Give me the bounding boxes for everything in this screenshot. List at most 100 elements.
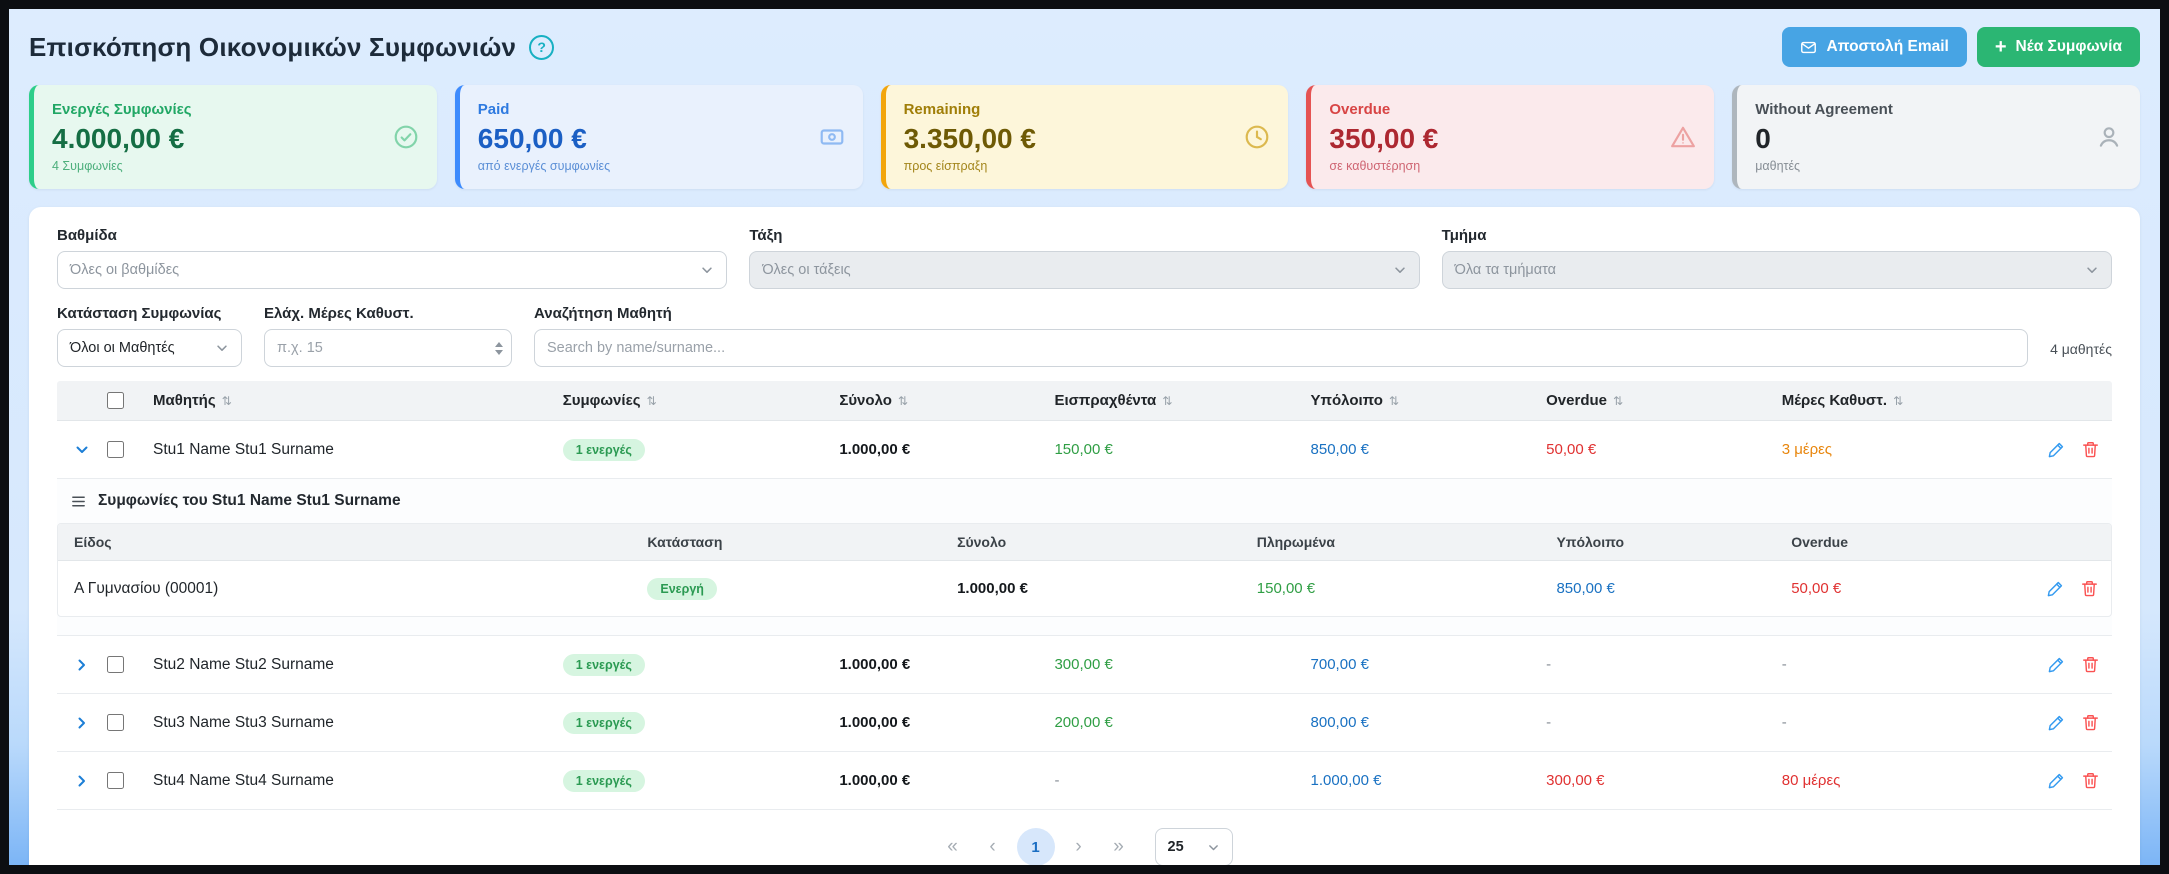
status-badge: Ενεργή xyxy=(647,578,717,600)
filters-row-1: Βαθμίδα Όλες οι βαθμίδες Τάξη Όλες οι τά… xyxy=(57,227,2112,289)
delete-icon[interactable] xyxy=(2081,440,2100,459)
stat-cards: Ενεργές Συμφωνίες 4.000,00 € 4 Συμφωνίες… xyxy=(29,85,2140,189)
column-header-days-late[interactable]: Μέρες Καθυστ.⇅ xyxy=(1782,392,2002,409)
stat-card-sub: 4 Συμφωνίες xyxy=(52,159,192,173)
total-amount: 1.000,00 € xyxy=(839,714,1054,731)
class-filter-label: Τάξη xyxy=(749,227,1419,244)
column-header-agreements[interactable]: Συμφωνίες⇅ xyxy=(563,392,840,409)
chevron-down-icon xyxy=(1393,263,1407,277)
collapse-chevron-icon[interactable] xyxy=(74,442,90,458)
column-header-collected[interactable]: Εισπραχθέντα⇅ xyxy=(1054,392,1310,409)
send-email-button[interactable]: Αποστολή Email xyxy=(1782,27,1966,67)
collected-amount: 300,00 € xyxy=(1054,656,1310,673)
app-window: Επισκόπηση Οικονομικών Συμφωνιών ? Αποστ… xyxy=(0,0,2169,874)
agreement-overdue: 50,00 € xyxy=(1791,580,2001,597)
prev-page-button[interactable]: ‹ xyxy=(977,830,1009,864)
stat-card-label: Ενεργές Συμφωνίες xyxy=(52,101,192,118)
alert-triangle-icon xyxy=(1670,124,1696,150)
list-icon xyxy=(70,493,87,510)
row-checkbox[interactable] xyxy=(107,772,124,789)
student-row[interactable]: Stu2 Name Stu2 Surname 1 ενεργές 1.000,0… xyxy=(57,636,2112,694)
student-search-input[interactable] xyxy=(534,329,2028,367)
delete-icon[interactable] xyxy=(2081,655,2100,674)
column-header-overdue[interactable]: Overdue⇅ xyxy=(1546,392,1782,409)
stat-card-label: Overdue xyxy=(1329,101,1438,118)
new-agreement-button[interactable]: + Νέα Συμφωνία xyxy=(1977,27,2140,67)
column-header-total[interactable]: Σύνολο⇅ xyxy=(839,392,1054,409)
pagination: « ‹ 1 › » 25 xyxy=(57,828,2112,866)
row-checkbox[interactable] xyxy=(107,656,124,673)
collected-amount: 150,00 € xyxy=(1054,441,1310,458)
check-circle-icon xyxy=(393,124,419,150)
edit-icon[interactable] xyxy=(2047,655,2066,674)
sort-icon: ⇅ xyxy=(898,394,908,408)
stat-card-sub: προς είσπραξη xyxy=(904,159,1036,173)
days-late: - xyxy=(1782,714,2002,731)
overdue-amount: 50,00 € xyxy=(1546,441,1782,458)
student-row[interactable]: Stu1 Name Stu1 Surname 1 ενεργές 1.000,0… xyxy=(57,421,2112,479)
row-checkbox[interactable] xyxy=(107,441,124,458)
agreement-remaining: 850,00 € xyxy=(1556,580,1791,597)
stat-card-value: 0 xyxy=(1755,123,1893,155)
student-count: 4 μαθητές xyxy=(2050,341,2112,367)
student-row[interactable]: Stu4 Name Stu4 Surname 1 ενεργές 1.000,0… xyxy=(57,752,2112,810)
students-table: Μαθητής⇅ Συμφωνίες⇅ Σύνολο⇅ Εισπραχθέντα… xyxy=(57,381,2112,810)
delete-icon[interactable] xyxy=(2081,713,2100,732)
column-header-student[interactable]: Μαθητής⇅ xyxy=(153,392,563,409)
number-spinner[interactable] xyxy=(495,329,503,367)
expanded-title: Συμφωνίες του Stu1 Name Stu1 Surname xyxy=(98,492,401,510)
student-row[interactable]: Stu3 Name Stu3 Surname 1 ενεργές 1.000,0… xyxy=(57,694,2112,752)
search-label: Αναζήτηση Μαθητή xyxy=(534,305,2028,322)
help-icon[interactable]: ? xyxy=(529,35,554,60)
email-icon xyxy=(1800,39,1817,56)
expand-chevron-icon[interactable] xyxy=(74,715,90,731)
stat-card-label: Remaining xyxy=(904,101,1036,118)
edit-icon[interactable] xyxy=(2047,771,2066,790)
subtable-header-row: Είδος Κατάσταση Σύνολο Πληρωμένα Υπόλοιπ… xyxy=(58,524,2111,561)
chevron-down-icon xyxy=(2085,263,2099,277)
agreement-row: Α Γυμνασίου (00001) Ενεργή 1.000,00 € 15… xyxy=(58,561,2111,616)
stat-card-remaining: Remaining 3.350,00 € προς είσπραξη xyxy=(881,85,1289,189)
delete-icon[interactable] xyxy=(2081,771,2100,790)
expand-chevron-icon[interactable] xyxy=(74,657,90,673)
edit-icon[interactable] xyxy=(2047,440,2066,459)
sort-icon: ⇅ xyxy=(1893,394,1903,408)
overdue-amount: 300,00 € xyxy=(1546,772,1782,789)
sort-icon: ⇅ xyxy=(1613,394,1623,408)
chevron-down-icon xyxy=(1207,841,1220,854)
sort-icon: ⇅ xyxy=(1389,394,1399,408)
status-filter-label: Κατάσταση Συμφωνίας xyxy=(57,305,242,322)
class-select-value: Όλες οι τάξεις xyxy=(762,262,850,278)
first-page-button[interactable]: « xyxy=(937,830,969,864)
page-size-value: 25 xyxy=(1168,839,1184,855)
delete-icon[interactable] xyxy=(2080,579,2099,598)
grade-filter-label: Βαθμίδα xyxy=(57,227,727,244)
select-all-checkbox[interactable] xyxy=(107,392,124,409)
collected-amount: - xyxy=(1054,772,1310,789)
edit-icon[interactable] xyxy=(2047,713,2066,732)
department-select[interactable]: Όλα τα τμήματα xyxy=(1442,251,2112,289)
sort-icon: ⇅ xyxy=(1162,394,1172,408)
grade-select[interactable]: Όλες οι βαθμίδες xyxy=(57,251,727,289)
main-panel: Βαθμίδα Όλες οι βαθμίδες Τάξη Όλες οι τά… xyxy=(29,207,2140,874)
agreement-total: 1.000,00 € xyxy=(957,580,1257,597)
stat-card-sub: σε καθυστέρηση xyxy=(1329,159,1438,173)
edit-icon[interactable] xyxy=(2046,579,2065,598)
expand-chevron-icon[interactable] xyxy=(74,773,90,789)
page-size-select[interactable]: 25 xyxy=(1155,828,1233,866)
stat-card-sub: από ενεργές συμφωνίες xyxy=(478,159,610,173)
row-checkbox[interactable] xyxy=(107,714,124,731)
new-agreement-label: Νέα Συμφωνία xyxy=(2016,38,2122,56)
last-page-button[interactable]: » xyxy=(1103,830,1135,864)
total-amount: 1.000,00 € xyxy=(839,772,1054,789)
column-header-remaining[interactable]: Υπόλοιπο⇅ xyxy=(1311,392,1547,409)
agreements-badge: 1 ενεργές xyxy=(563,439,645,461)
sort-icon: ⇅ xyxy=(647,394,657,408)
class-select[interactable]: Όλες οι τάξεις xyxy=(749,251,1419,289)
student-name: Stu3 Name Stu3 Surname xyxy=(153,714,563,732)
total-amount: 1.000,00 € xyxy=(839,656,1054,673)
agreement-status-select[interactable]: Όλοι οι Μαθητές xyxy=(57,329,242,367)
next-page-button[interactable]: › xyxy=(1063,830,1095,864)
min-days-input[interactable] xyxy=(264,329,512,367)
current-page-button[interactable]: 1 xyxy=(1017,828,1055,866)
